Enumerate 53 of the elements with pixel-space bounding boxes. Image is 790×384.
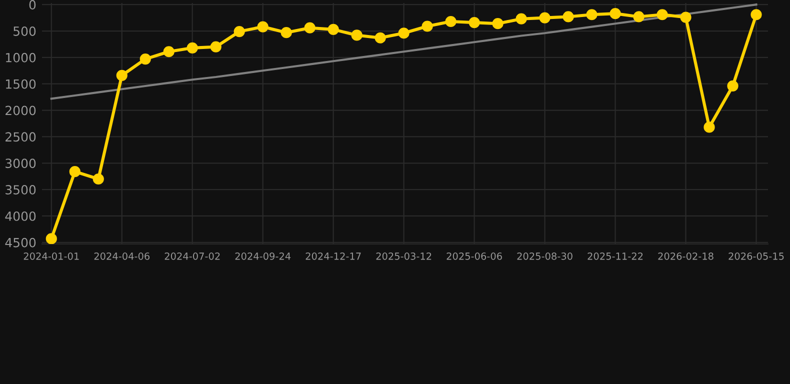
- point: [610, 8, 621, 20]
- point: [46, 233, 57, 244]
- point: [468, 17, 480, 28]
- y-tick-label: 3000: [6, 158, 36, 168]
- point: [422, 20, 433, 32]
- y-tick-label: 4000: [5, 211, 36, 221]
- point: [140, 53, 151, 65]
- point: [704, 122, 715, 133]
- x-tick-label: 2026-05-15: [728, 252, 784, 260]
- point: [586, 9, 598, 20]
- x-tick-label: 2025-06-06: [446, 252, 502, 260]
- x-tick-label: 2024-12-17: [306, 252, 361, 260]
- point: [445, 16, 456, 28]
- y-tick-label: 0: [29, 0, 36, 10]
- y-tick-label: 1500: [6, 79, 36, 89]
- x-tick-label: 2026-02-18: [658, 252, 714, 260]
- point: [92, 173, 104, 185]
- x-tick-label: 2024-07-02: [164, 252, 220, 260]
- x-tick-label: 2024-09-24: [235, 252, 291, 260]
- point: [398, 28, 410, 39]
- point: [374, 32, 386, 44]
- x-tick-label: 2025-03-12: [376, 252, 432, 260]
- point: [257, 21, 268, 32]
- point: [562, 11, 574, 22]
- y-tick-label: 3500: [6, 185, 36, 194]
- point: [680, 12, 692, 23]
- point: [516, 13, 527, 24]
- point: [280, 27, 292, 38]
- point: [656, 9, 668, 20]
- y-tick-label: 4500: [5, 238, 36, 248]
- point: [234, 26, 245, 38]
- point: [328, 24, 339, 35]
- point: [539, 12, 550, 24]
- y-tick-label: 2000: [6, 106, 36, 116]
- x-tick-label: 2025-08-30: [517, 252, 572, 260]
- point: [304, 22, 316, 34]
- point: [210, 41, 222, 52]
- x-tick-label: 2025-11-22: [588, 252, 643, 260]
- point: [116, 70, 128, 81]
- point: [186, 42, 198, 54]
- point: [492, 18, 504, 30]
- y-tick-label: 1000: [6, 52, 36, 62]
- point: [750, 9, 762, 20]
- point: [163, 46, 174, 58]
- line-series: [50, 4, 758, 100]
- y-tick-label: 2500: [6, 132, 36, 142]
- point: [351, 30, 362, 41]
- point: [69, 166, 80, 178]
- x-tick-label: 2024-04-06: [94, 252, 150, 260]
- x-tick-label: 2024-01-01: [24, 252, 79, 260]
- point: [633, 11, 644, 22]
- point: [727, 80, 738, 92]
- y-tick-label: 500: [14, 26, 36, 36]
